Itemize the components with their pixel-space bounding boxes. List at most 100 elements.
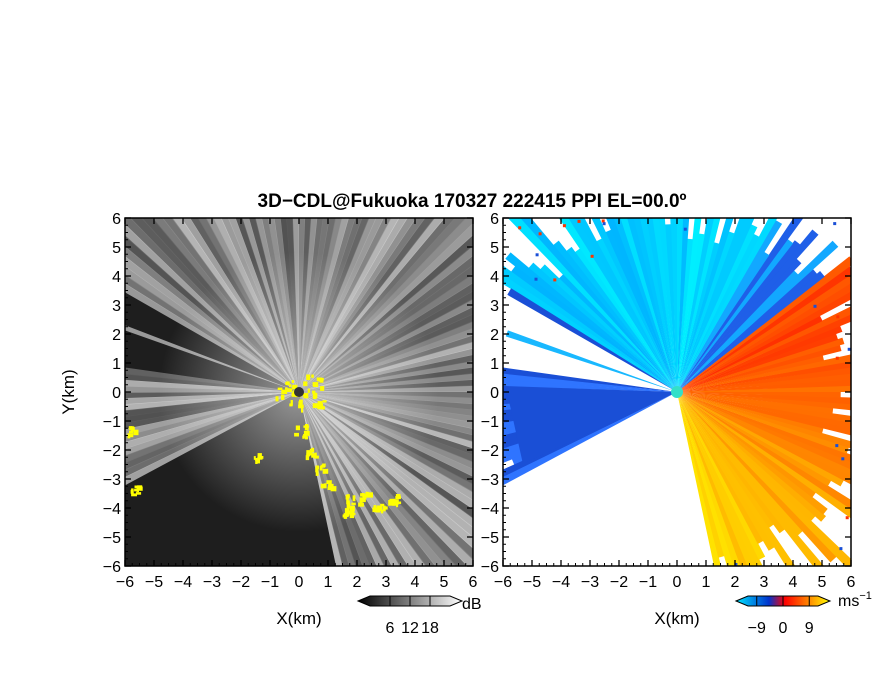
reflectivity-highlight-pixel — [374, 509, 381, 513]
reflectivity-highlight-pixel — [322, 463, 326, 467]
reflectivity-highlight-pixel — [306, 450, 313, 456]
y-tick-label: 0 — [112, 385, 121, 402]
reflectivity-highlight-pixel — [306, 374, 311, 381]
velocity-ray — [677, 242, 720, 392]
reflectivity-highlight-pixel — [312, 390, 316, 394]
velocity-fringe-pixel — [871, 426, 874, 429]
reflectivity-highlight-pixel — [362, 495, 366, 501]
reflectivity-highlight-pixel — [303, 381, 308, 387]
velocity-ray — [677, 392, 824, 434]
reflectivity-highlight-pixel — [307, 388, 310, 393]
velocity-fringe-pixel — [851, 570, 854, 573]
reflectivity-highlight-pixel — [326, 480, 332, 484]
velocity-fringe-pixel — [747, 169, 750, 172]
reflectivity-highlight-pixel — [131, 493, 137, 497]
velocity-ray — [677, 315, 823, 392]
x-tick-label: −1 — [261, 574, 279, 591]
radar-site-marker — [671, 386, 683, 398]
velocity-ray — [677, 392, 775, 551]
velocity-fringe-pixel — [813, 304, 817, 308]
x-tick-label: −5 — [523, 574, 541, 591]
reflectivity-highlight-pixel — [134, 485, 138, 489]
reflectivity-ray — [299, 218, 392, 392]
velocity-ray — [677, 392, 851, 566]
reflectivity-highlight-pixel — [312, 403, 318, 409]
velocity-ray — [605, 229, 677, 392]
velocity-ray — [677, 238, 794, 392]
reflectivity-highlight-pixel — [361, 493, 365, 496]
y-tick-label: 1 — [112, 356, 121, 373]
reflectivity-highlight-pixel — [392, 500, 398, 506]
radar-site-marker — [294, 387, 304, 397]
colorbar-tick-label: 18 — [421, 620, 439, 637]
velocity-fringe-pixel — [608, 214, 611, 217]
reflectivity-highlight-pixel — [346, 513, 349, 517]
y-tick-label: 4 — [112, 269, 121, 286]
velocity-ray — [677, 392, 849, 454]
reflectivity-highlight-pixel — [349, 509, 354, 514]
reflectivity-highlight-pixel — [294, 432, 299, 437]
reflectivity-highlight-pixel — [343, 513, 348, 519]
velocity-ray — [677, 268, 818, 392]
reflectivity-highlight-pixel — [317, 403, 324, 410]
reflectivity-highlight-pixel — [303, 430, 310, 436]
velocity-fringe-pixel — [734, 563, 738, 566]
velocity-fringe-pixel — [533, 184, 536, 187]
x-tick-label: 1 — [324, 574, 333, 591]
reflectivity-highlight-pixel — [395, 494, 401, 500]
velocity-ray — [677, 271, 825, 392]
reflectivity-highlight-pixel — [311, 453, 315, 458]
x-tick-label: 2 — [353, 574, 362, 591]
x-tick-label: 2 — [731, 574, 740, 591]
x-tick-label: −1 — [639, 574, 657, 591]
velocity-fringe-pixel — [573, 163, 576, 166]
reflectivity-highlight — [127, 374, 402, 519]
velocity-ray — [677, 233, 705, 392]
velocity-ray — [677, 392, 851, 449]
velocity-ray — [503, 265, 677, 392]
velocity-fringe-pixel — [836, 315, 840, 319]
velocity-ray — [676, 218, 684, 392]
reflectivity-highlight-pixel — [346, 494, 350, 498]
velocity-ray — [677, 240, 801, 392]
velocity-ray — [677, 218, 778, 392]
x-tick-label: −6 — [116, 574, 134, 591]
y-tick-label: 6 — [112, 211, 121, 228]
velocity-fringe-pixel — [847, 347, 851, 351]
x-tick-label: −2 — [232, 574, 250, 591]
reflectivity-colorbar-unit: dB — [462, 596, 482, 613]
velocity-ray — [677, 233, 760, 392]
y-tick-label: −4 — [103, 501, 121, 518]
velocity-ray — [503, 275, 677, 392]
y-tick-label: 3 — [490, 298, 499, 315]
reflectivity-highlight-pixel — [359, 497, 363, 503]
velocity-ray — [677, 220, 783, 392]
reflectivity-highlight-pixel — [286, 381, 290, 386]
y-tick-label: −1 — [481, 414, 499, 431]
velocity-ray — [677, 333, 839, 392]
velocity-ray — [503, 392, 677, 486]
x-tick-label: 0 — [295, 574, 304, 591]
velocity-ray — [677, 392, 817, 498]
velocity-fringe-pixel — [873, 244, 876, 247]
reflectivity-highlight-pixel — [277, 387, 283, 390]
x-tick-label: −5 — [145, 574, 163, 591]
velocity-ray — [677, 392, 785, 534]
velocity-ray — [677, 391, 841, 398]
velocity-ray — [677, 392, 826, 522]
reflectivity-highlight-pixel — [396, 501, 402, 504]
velocity-fringe-pixel — [601, 219, 605, 223]
figure-title: 3D−CDL@Fukuoka 170327 222415 PPI EL=00.0… — [258, 191, 687, 212]
velocity-ray — [677, 392, 851, 510]
velocity-fringe-pixel — [590, 254, 594, 258]
reflectivity-highlight-pixel — [330, 484, 334, 488]
velocity-ray — [507, 288, 677, 392]
velocity-ray — [510, 265, 677, 392]
x-tick-label: −2 — [610, 574, 628, 591]
velocity-ticks: −6 −5 −4 −3 −2 −1 0 1 2 3 4 5 6 6 5 4 3 2 1 0 −1 −2 −3 −4 −5 −6 — [481, 211, 856, 591]
reflectivity-highlight-pixel — [315, 472, 319, 476]
velocity-fringe-pixel — [835, 356, 839, 360]
reflectivity-highlight-pixel — [298, 401, 303, 406]
velocity-ray — [677, 392, 851, 485]
